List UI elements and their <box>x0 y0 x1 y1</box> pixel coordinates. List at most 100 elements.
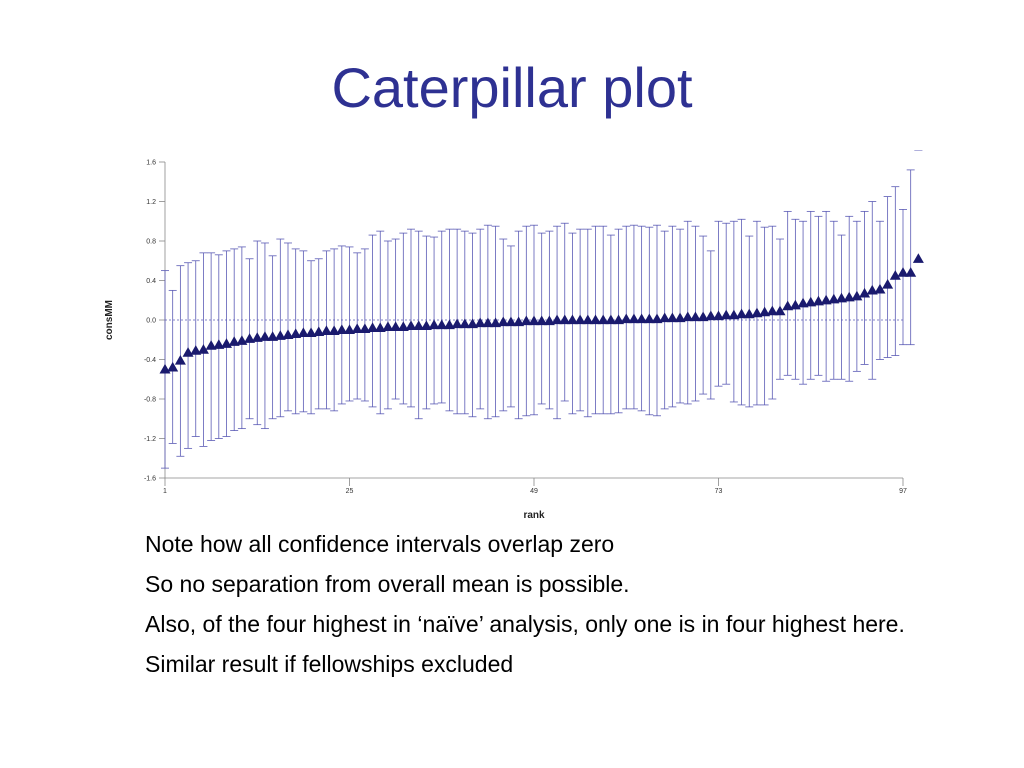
estimate-marker <box>359 323 371 334</box>
y-tick-label: -1.6 <box>144 476 156 483</box>
note-1: Note how all confidence intervals overla… <box>145 531 615 557</box>
estimate-marker <box>351 323 363 334</box>
estimate-marker <box>628 313 640 324</box>
estimate-marker <box>866 284 878 295</box>
y-tick-label: 1.2 <box>146 199 156 206</box>
estimate-marker <box>912 253 924 263</box>
estimate-marker <box>413 320 425 331</box>
estimate-marker <box>559 314 571 325</box>
estimate-marker <box>805 296 817 307</box>
estimate-marker <box>297 327 309 337</box>
estimate-marker <box>382 321 394 332</box>
estimate-marker <box>851 290 863 301</box>
estimate-marker <box>167 361 179 372</box>
estimate-marker <box>812 295 824 306</box>
estimate-marker <box>682 311 694 322</box>
marker-layer <box>159 253 924 374</box>
estimate-marker <box>374 322 386 333</box>
y-tick-label: -1.2 <box>144 436 156 443</box>
estimate-marker <box>766 305 778 316</box>
y-tick-label: -0.4 <box>144 357 156 364</box>
estimate-marker <box>328 325 340 335</box>
axis-layer: -1.6 -1.2 -0.8 -0.4 0.0 0.4 0.8 1.2 1.6 1 25 49 73 97 <box>144 160 907 496</box>
estimate-marker <box>820 294 832 305</box>
estimate-marker <box>428 319 440 330</box>
estimate-marker <box>582 314 594 325</box>
estimate-marker <box>451 318 463 329</box>
y-axis-title: consMM <box>104 300 115 340</box>
estimate-marker <box>882 278 894 289</box>
estimate-marker <box>551 314 563 325</box>
estimate-marker <box>443 319 455 330</box>
y-tick-label: 0.4 <box>146 278 156 285</box>
estimate-marker <box>666 312 678 323</box>
x-tick-label: 49 <box>530 488 538 495</box>
estimate-marker <box>344 324 355 334</box>
estimate-marker <box>597 314 609 325</box>
x-tick-label: 1 <box>163 488 167 495</box>
estimate-marker <box>674 312 686 323</box>
estimate-marker <box>751 307 763 318</box>
estimate-marker <box>320 325 332 335</box>
estimate-marker <box>259 331 271 341</box>
estimate-marker <box>651 313 663 324</box>
estimate-marker <box>905 267 917 277</box>
estimate-marker <box>836 292 847 303</box>
estimate-marker <box>282 329 294 339</box>
estimate-marker <box>743 308 755 319</box>
estimate-marker <box>720 309 732 320</box>
estimate-marker <box>797 297 809 308</box>
estimate-marker <box>436 319 448 330</box>
estimate-marker <box>536 315 548 326</box>
estimate-marker <box>713 310 724 321</box>
x-tick-label: 73 <box>715 488 723 495</box>
estimate-marker <box>367 322 379 333</box>
estimate-marker <box>759 306 771 317</box>
estimate-marker <box>513 316 525 327</box>
x-axis-title: rank <box>523 510 545 521</box>
estimate-marker <box>636 313 648 324</box>
estimate-marker <box>859 287 871 298</box>
estimate-marker <box>313 326 325 336</box>
estimate-marker <box>520 315 532 326</box>
slide-title: Caterpillar plot <box>331 56 693 119</box>
estimate-marker <box>659 312 671 323</box>
estimate-marker <box>197 344 209 354</box>
y-tick-label: 1.6 <box>146 160 156 167</box>
estimate-marker <box>643 313 655 324</box>
estimate-marker <box>828 293 840 304</box>
estimate-marker <box>505 316 517 327</box>
estimate-marker <box>874 283 886 294</box>
estimate-marker <box>497 316 509 327</box>
estimate-marker <box>689 311 701 322</box>
estimate-marker <box>897 267 909 277</box>
y-tick-label: -0.8 <box>144 397 156 404</box>
estimate-marker <box>251 332 263 342</box>
estimate-marker <box>482 317 494 328</box>
estimate-marker <box>290 328 302 338</box>
estimate-marker <box>397 321 409 332</box>
estimate-marker <box>336 324 348 334</box>
estimate-marker <box>213 339 225 349</box>
estimate-marker <box>728 309 740 320</box>
estimate-marker <box>459 318 471 329</box>
estimate-marker <box>574 314 586 325</box>
estimate-marker <box>228 336 240 346</box>
estimate-marker <box>467 318 478 329</box>
errorbar-layer <box>161 150 923 469</box>
note-4: Similar result if fellowships excluded <box>145 650 514 677</box>
estimate-marker <box>174 354 186 365</box>
estimate-marker <box>474 317 486 328</box>
x-tick-label: 25 <box>346 488 354 495</box>
estimate-marker <box>305 327 317 337</box>
estimate-marker <box>736 308 748 319</box>
y-tick-label: 0.0 <box>146 318 156 325</box>
estimate-marker <box>590 314 601 325</box>
estimate-marker <box>205 340 217 350</box>
caterpillar-chart: -1.6 -1.2 -0.8 -0.4 0.0 0.4 0.8 1.2 1.6 1 25 49 73 97… <box>95 150 925 530</box>
estimate-marker <box>405 320 417 331</box>
estimate-marker <box>274 330 286 340</box>
estimate-marker <box>420 320 432 331</box>
estimate-marker <box>244 333 256 343</box>
estimate-marker <box>605 314 617 325</box>
